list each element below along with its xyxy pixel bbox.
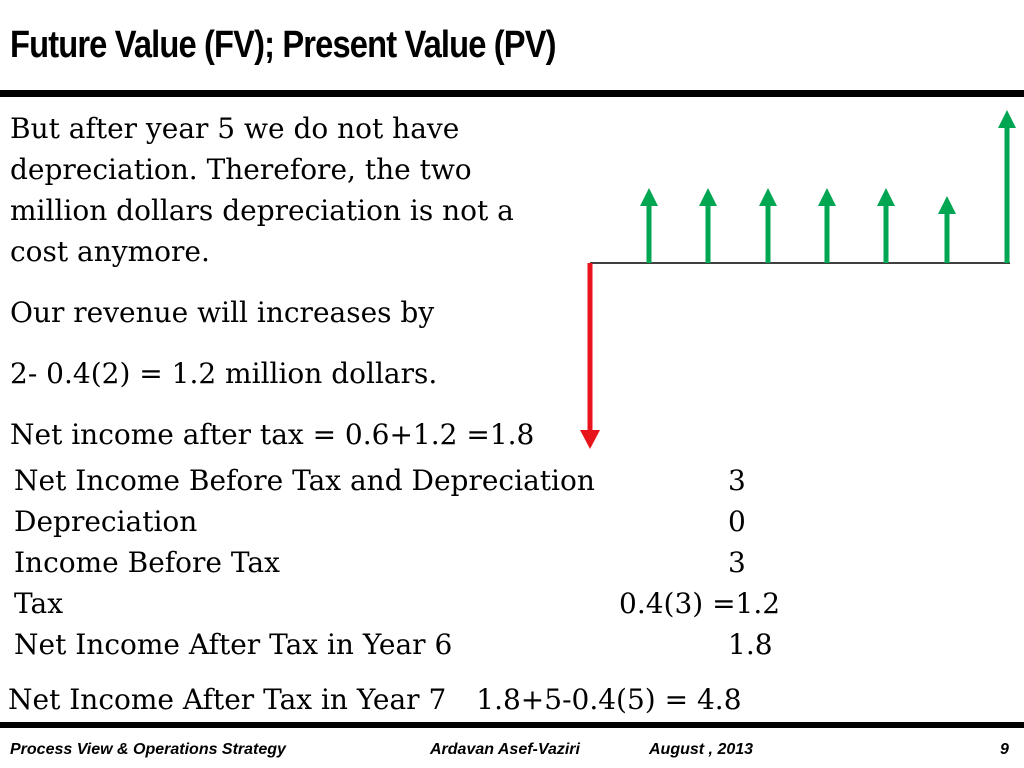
year7-label: Net Income After Tax in Year 7 <box>8 683 447 716</box>
inflow-head <box>699 188 717 206</box>
table-row: Income Before Tax 3 <box>14 542 794 583</box>
page-number: 9 <box>1000 741 1009 758</box>
footer-date: August , 2013 <box>649 741 754 758</box>
title-divider <box>0 90 1024 97</box>
row-value: 1.8 <box>728 628 773 661</box>
footer-course: Process View & Operations Strategy <box>10 741 286 758</box>
row-label: Income Before Tax <box>14 546 280 579</box>
cash-flow-diagram <box>580 110 1016 449</box>
table-row: Depreciation 0 <box>14 501 794 542</box>
revenue-calc: 2- 0.4(2) = 1.2 million dollars. <box>10 357 438 390</box>
inflow-arrow <box>938 196 956 263</box>
paragraph-line: depreciation. Therefore, the two <box>10 153 472 186</box>
row-value: 0.4(3) =1.2 <box>619 587 781 620</box>
inflow-arrows <box>640 110 1016 263</box>
net-income-line: Net income after tax = 0.6+1.2 =1.8 <box>10 418 535 451</box>
row-label: Tax <box>14 587 63 620</box>
footer-divider <box>0 722 1024 728</box>
table-row: Net Income After Tax in Year 6 1.8 <box>14 624 794 665</box>
depreciation-paragraph: But after year 5 we do not have deprecia… <box>10 108 514 272</box>
row-label: Net Income Before Tax and Depreciation <box>14 464 595 497</box>
paragraph-line: million dollars depreciation is not a <box>10 194 514 227</box>
inflow-arrow <box>877 188 895 263</box>
year7-line: Net Income After Tax in Year 7 1.8+5-0.4(… <box>8 682 742 718</box>
table-row: Tax 0.4(3) =1.2 <box>14 583 794 624</box>
outflow-arrow <box>580 263 600 449</box>
inflow-arrow <box>998 110 1016 263</box>
income-table: Net Income Before Tax and Depreciation 3… <box>14 460 794 665</box>
table-row: Net Income Before Tax and Depreciation 3 <box>14 460 794 501</box>
row-label: Depreciation <box>14 505 198 538</box>
inflow-arrow <box>818 188 836 263</box>
inflow-head <box>818 188 836 206</box>
row-label: Net Income After Tax in Year 6 <box>14 628 453 661</box>
inflow-head <box>877 188 895 206</box>
row-value: 3 <box>728 546 746 579</box>
inflow-arrow <box>699 188 717 263</box>
paragraph-line: But after year 5 we do not have <box>10 112 460 145</box>
row-value: 0 <box>728 505 746 538</box>
footer-author: Ardavan Asef-Vaziri <box>430 741 580 758</box>
year7-calc: 1.8+5-0.4(5) = 4.8 <box>476 683 742 716</box>
row-value: 3 <box>728 464 746 497</box>
inflow-head <box>998 110 1016 128</box>
inflow-head <box>640 188 658 206</box>
inflow-head <box>759 188 777 206</box>
paragraph-line: cost anymore. <box>10 235 210 268</box>
inflow-arrow <box>640 188 658 263</box>
inflow-arrow <box>759 188 777 263</box>
inflow-head <box>938 196 956 214</box>
outflow-head <box>580 430 600 449</box>
slide-title: Future Value (FV); Present Value (PV) <box>10 24 557 66</box>
revenue-line: Our revenue will increases by <box>10 296 435 329</box>
